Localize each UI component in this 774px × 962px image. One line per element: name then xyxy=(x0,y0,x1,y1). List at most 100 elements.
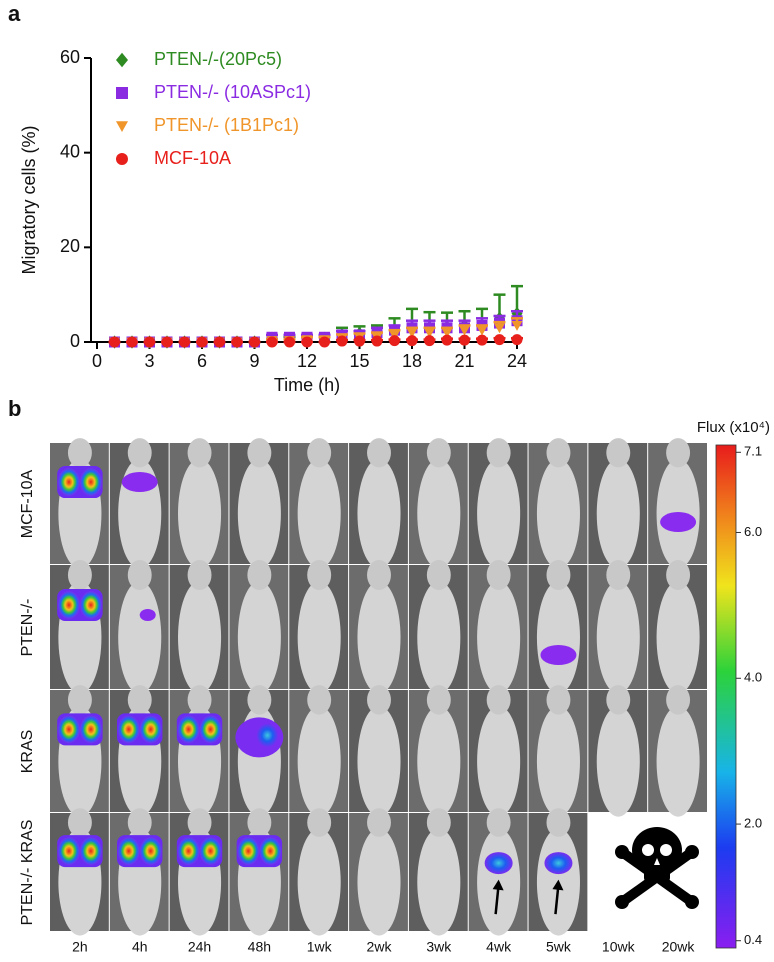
row-label: KRAS xyxy=(19,730,36,774)
legend-label: PTEN-/-(20Pc5) xyxy=(154,49,282,69)
column-label: 20wk xyxy=(662,939,696,955)
mouse-head xyxy=(127,685,152,715)
signal xyxy=(256,723,279,748)
signal xyxy=(57,468,80,497)
mouse-body xyxy=(536,458,580,569)
point xyxy=(476,334,488,346)
signal xyxy=(139,837,162,866)
column-label: 4wk xyxy=(486,939,512,955)
signal xyxy=(540,645,577,665)
x-axis-label: Time (h) xyxy=(274,375,340,395)
legend-marker xyxy=(116,52,128,68)
mouse-body xyxy=(477,705,521,817)
point xyxy=(389,335,400,347)
signal xyxy=(544,852,573,875)
skull-icon xyxy=(615,827,699,909)
colorbar xyxy=(715,444,737,949)
column-label: 10wk xyxy=(602,939,636,955)
panel-label: b xyxy=(8,396,21,421)
mouse-body xyxy=(118,581,162,694)
mouse-head xyxy=(127,560,152,590)
mouse-body xyxy=(656,705,700,817)
arrow-head xyxy=(492,879,504,891)
mouse-head xyxy=(486,560,511,590)
signal xyxy=(57,715,80,744)
mouse-head xyxy=(247,808,272,837)
signal xyxy=(79,591,102,619)
signal xyxy=(79,468,102,497)
point xyxy=(441,328,453,339)
x-tick-label: 12 xyxy=(297,351,317,371)
mouse-head xyxy=(367,438,391,468)
mouse-body xyxy=(357,458,401,569)
point xyxy=(424,328,435,339)
column-label: 48h xyxy=(248,939,271,955)
mouse-head xyxy=(426,685,451,715)
y-tick-label: 20 xyxy=(60,236,80,256)
signal xyxy=(199,715,222,744)
column-label: 1wk xyxy=(307,939,333,955)
mouse-body xyxy=(536,705,580,817)
mouse-head xyxy=(367,808,391,837)
signal xyxy=(79,837,102,866)
mouse-body xyxy=(417,828,461,936)
mouse-head xyxy=(367,685,391,715)
mouse-head xyxy=(187,560,212,590)
mouse-head xyxy=(546,438,571,468)
x-tick-label: 18 xyxy=(402,351,422,371)
point xyxy=(179,336,190,348)
mouse-head xyxy=(247,560,272,590)
x-tick-label: 15 xyxy=(349,351,369,371)
row-label: PTEN-/- KRAS xyxy=(19,820,36,926)
legend-label: PTEN-/- (10ASPc1) xyxy=(154,82,311,102)
mouse-head xyxy=(546,808,571,837)
mouse-body xyxy=(477,581,521,694)
signal xyxy=(139,609,156,621)
point xyxy=(476,325,488,336)
point xyxy=(301,336,313,348)
mouse-head xyxy=(247,685,272,715)
signal xyxy=(121,472,158,493)
point xyxy=(511,334,523,346)
mouse-body xyxy=(417,458,461,569)
signal xyxy=(57,837,80,866)
mouse-head xyxy=(666,685,691,715)
mouse-head xyxy=(426,438,451,468)
mouse-head xyxy=(606,685,631,715)
point xyxy=(371,335,383,347)
colorbar-title: Flux (x10⁴) xyxy=(697,419,770,436)
mouse-head xyxy=(367,560,391,590)
signal xyxy=(199,837,222,866)
point xyxy=(196,336,208,348)
mouse-head xyxy=(546,685,571,715)
column-label: 5wk xyxy=(546,939,572,955)
point xyxy=(336,335,348,347)
mouse-head xyxy=(426,560,451,590)
arrow-head xyxy=(552,879,564,891)
mouse-body xyxy=(417,581,461,694)
mouse-head xyxy=(486,808,511,837)
mouse-head xyxy=(307,560,332,590)
colorbar-tick-label: 6.0 xyxy=(744,524,762,539)
legend-marker xyxy=(116,121,128,132)
point xyxy=(406,335,418,347)
point xyxy=(459,334,470,346)
signal xyxy=(484,852,513,875)
signal xyxy=(237,837,260,866)
signal xyxy=(259,837,282,866)
mouse-head xyxy=(247,438,272,468)
signal xyxy=(660,512,697,533)
point xyxy=(231,336,243,348)
mouse-head xyxy=(546,560,571,590)
signal xyxy=(177,715,200,744)
point xyxy=(441,334,453,346)
legend-marker xyxy=(116,153,128,165)
mouse-head xyxy=(486,438,511,468)
point xyxy=(406,328,418,339)
point xyxy=(494,334,505,346)
mouse-head xyxy=(307,438,332,468)
colorbar-tick-label: 7.1 xyxy=(744,444,762,459)
mouse-head xyxy=(127,808,152,837)
point xyxy=(144,336,155,348)
